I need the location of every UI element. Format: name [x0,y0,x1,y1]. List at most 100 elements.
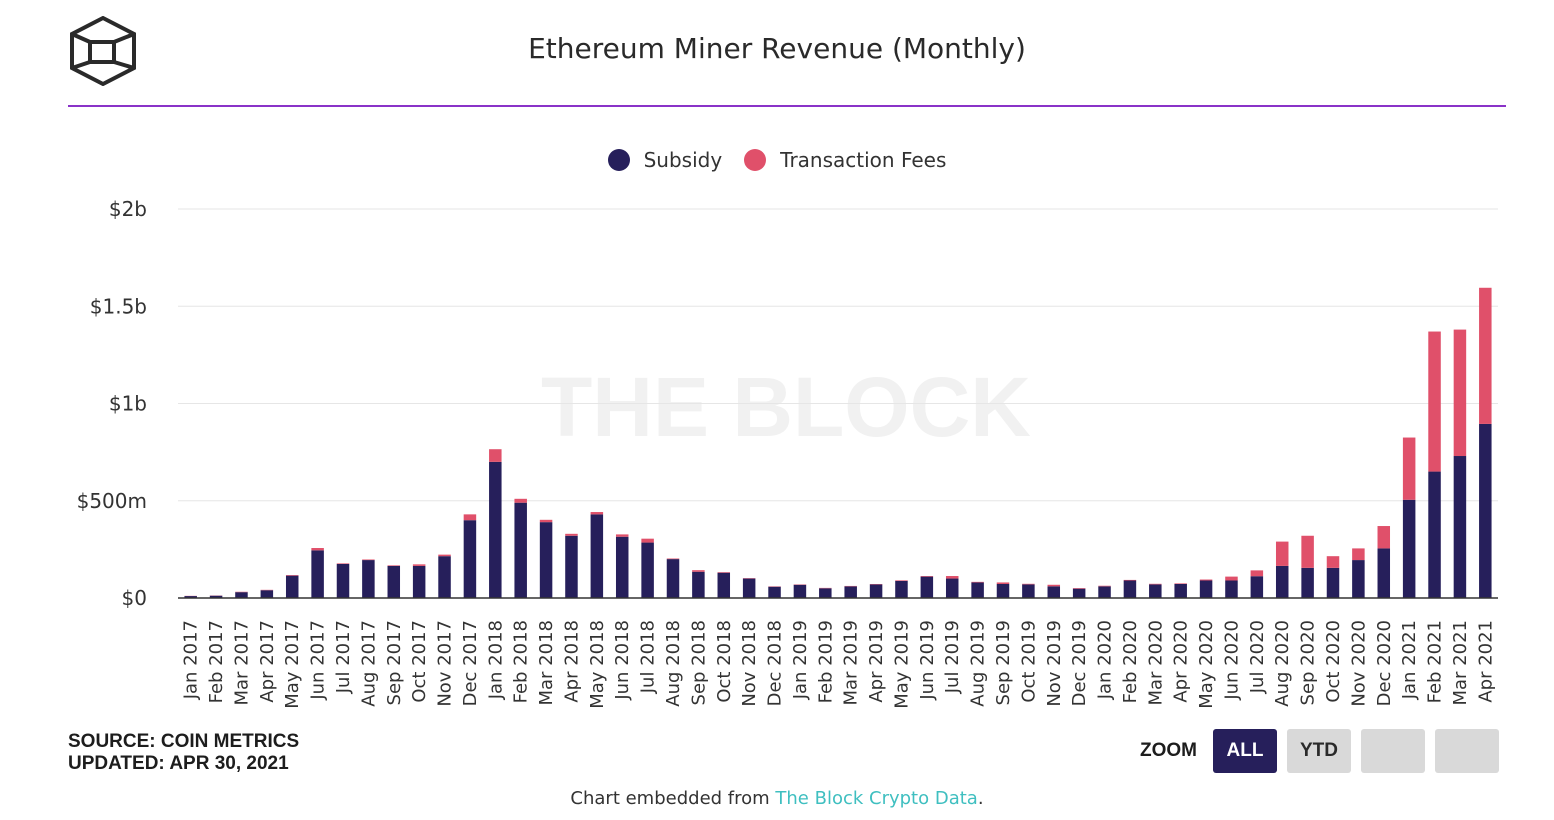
y-tick-label-4: $2b [109,197,147,221]
x-tick-label-40: May 2020 [1196,620,1217,709]
bar-fees-42 [1250,570,1264,577]
bar-subsidy-47 [1377,548,1391,598]
bar-subsidy-33 [1022,584,1035,598]
bar-subsidy-13 [514,502,527,598]
bar-subsidy-37 [1123,580,1137,598]
bar-fees-19 [666,558,680,560]
chart-title: Ethereum Miner Revenue (Monthly) [528,32,1026,65]
x-tick-label-23: Dec 2018 [765,620,786,706]
bar-fees-50 [1453,329,1467,457]
zoom-controls: ZOOM ALL YTD [1140,729,1499,773]
x-tick-label-18: Jul 2018 [638,620,659,694]
bar-subsidy-39 [1174,583,1187,598]
zoom-all-button[interactable]: ALL [1213,729,1277,773]
x-tick-label-17: Jun 2018 [612,620,633,701]
x-tick-label-32: Sep 2019 [993,620,1014,705]
bar-subsidy-35 [1072,588,1086,598]
bar-fees-36 [1098,585,1111,587]
legend-item-subsidy[interactable]: Subsidy [607,148,722,172]
the-block-logo-icon [70,16,136,86]
watermark-text: THE BLOCK [541,360,1031,454]
bar-subsidy-48 [1402,499,1416,598]
x-tick-label-28: May 2019 [891,620,912,709]
bar-fees-15 [565,533,578,536]
bar-fees-39 [1174,583,1187,584]
x-tick-label-27: Apr 2019 [866,620,887,703]
x-tick-label-39: Apr 2020 [1171,620,1192,703]
bar-subsidy-21 [717,572,731,598]
x-tick-label-50: Mar 2021 [1450,620,1471,706]
bar-subsidy-38 [1149,584,1162,598]
bar-fees-45 [1326,556,1340,568]
bar-subsidy-6 [336,563,350,598]
x-tick-label-45: Oct 2020 [1323,620,1344,703]
bar-fees-48 [1402,437,1416,500]
bar-subsidy-36 [1098,586,1111,598]
x-tick-label-36: Jan 2020 [1095,620,1116,700]
the-block-crypto-data-link[interactable]: The Block Crypto Data [775,788,978,809]
bar-subsidy-8 [387,565,401,598]
bar-fees-10 [438,554,451,557]
bar-subsidy-26 [844,586,857,598]
x-tick-label-21: Oct 2018 [714,620,735,703]
bar-subsidy-5 [311,550,324,598]
bar-fees-7 [362,559,375,561]
bar-fees-37 [1123,579,1137,581]
x-tick-label-37: Feb 2020 [1120,620,1141,703]
x-tick-label-15: Apr 2018 [561,620,582,703]
bar-fees-4 [285,575,299,576]
x-tick-label-33: Oct 2019 [1018,620,1039,703]
bar-fees-5 [311,548,324,551]
title-divider [68,105,1506,107]
x-tick-label-49: Feb 2021 [1425,620,1446,703]
bar-fees-29 [920,576,934,577]
bar-fees-44 [1301,535,1314,568]
bar-fees-20 [692,570,705,572]
bar-subsidy-14 [539,522,553,598]
bar-fees-43 [1275,541,1289,566]
bar-subsidy-30 [945,578,959,598]
x-tick-label-6: Jul 2017 [333,620,354,694]
x-tick-label-16: May 2018 [587,620,608,709]
bar-subsidy-17 [615,536,629,598]
bar-subsidy-29 [920,576,934,598]
legend-item-transaction-fees[interactable]: Transaction Fees [744,148,946,172]
zoom-ytd-button[interactable]: YTD [1287,729,1351,773]
x-tick-label-25: Feb 2019 [815,620,836,703]
bar-fees-49 [1428,331,1441,472]
bar-subsidy-4 [285,575,299,598]
zoom-button-3[interactable] [1361,729,1425,773]
bar-fees-11 [463,514,477,521]
x-tick-label-5: Jun 2017 [308,620,329,701]
bar-fees-16 [590,512,604,515]
bar-subsidy-10 [438,556,451,598]
zoom-button-4[interactable] [1435,729,1499,773]
bar-fees-13 [514,498,527,503]
bar-subsidy-46 [1352,560,1365,598]
bar-fees-35 [1072,588,1086,589]
bar-subsidy-16 [590,514,604,598]
fees-swatch-icon [744,149,767,171]
x-tick-label-3: Apr 2017 [257,620,278,703]
y-tick-label-0: $0 [122,586,147,610]
bar-fees-21 [717,572,731,573]
x-tick-label-43: Aug 2020 [1272,620,1293,707]
bar-subsidy-32 [996,583,1010,598]
bar-fees-47 [1377,526,1391,549]
bar-subsidy-18 [641,542,654,598]
x-tick-label-30: Jul 2019 [942,620,963,694]
embed-footer: Chart embedded from The Block Crypto Dat… [0,788,1554,809]
bar-subsidy-23 [768,586,781,598]
bar-subsidy-27 [869,584,883,598]
y-tick-label-1: $500m [77,489,147,513]
x-tick-label-42: Jul 2020 [1247,620,1268,694]
x-tick-label-10: Nov 2017 [435,620,456,707]
bar-fees-46 [1352,548,1365,561]
bar-subsidy-31 [971,582,984,598]
subsidy-swatch-icon [607,149,630,171]
bar-subsidy-2 [235,592,248,598]
y-tick-label-2: $1b [109,392,147,416]
x-tick-label-41: Jun 2020 [1221,620,1242,701]
x-tick-label-14: Mar 2018 [536,620,557,706]
